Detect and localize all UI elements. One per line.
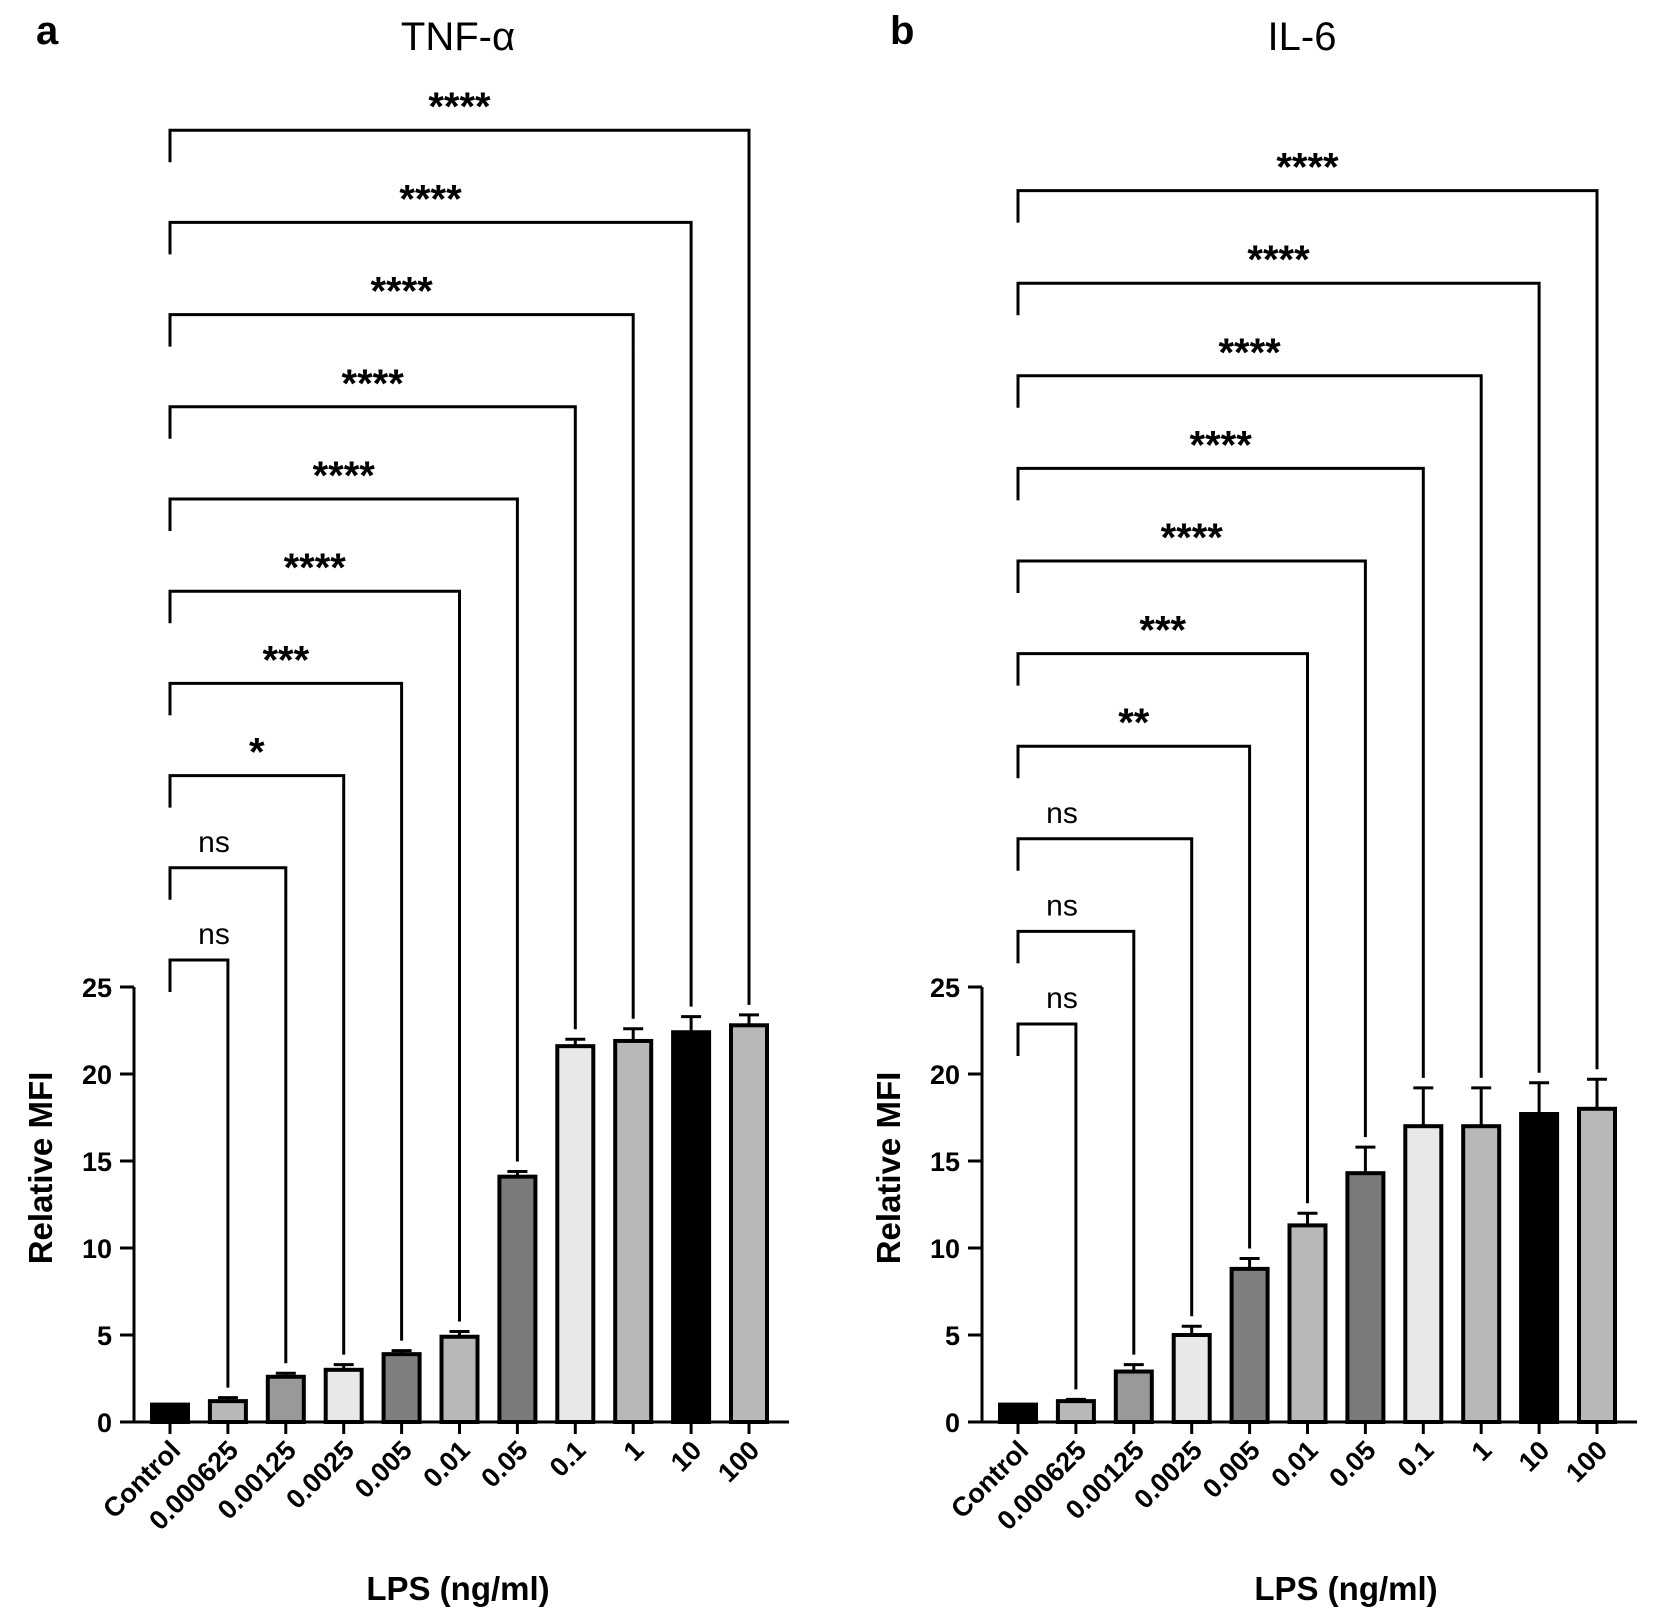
bar bbox=[1461, 1124, 1502, 1424]
bar bbox=[729, 1023, 769, 1425]
x-tick-label: 0.05 bbox=[1323, 1435, 1381, 1493]
significance-label: **** bbox=[399, 177, 462, 221]
bar bbox=[1519, 1112, 1560, 1425]
bar bbox=[1403, 1124, 1444, 1424]
bar bbox=[1055, 1399, 1096, 1424]
x-tick-label: 0.01 bbox=[1265, 1435, 1323, 1493]
significance-bracket bbox=[1016, 374, 1483, 1078]
y-tick-label: 5 bbox=[97, 1321, 112, 1351]
significance-bracket bbox=[168, 774, 346, 1355]
panel-letter: a bbox=[36, 9, 59, 53]
bar bbox=[1113, 1369, 1154, 1425]
y-tick-label: 15 bbox=[82, 1147, 112, 1177]
y-tick-label: 0 bbox=[97, 1408, 112, 1438]
y-tick-label: 15 bbox=[930, 1147, 960, 1177]
bar bbox=[207, 1399, 248, 1424]
significance-bracket bbox=[168, 220, 693, 1007]
y-tick-label: 25 bbox=[930, 973, 960, 1003]
x-axis-label: LPS (ng/ml) bbox=[366, 1570, 549, 1607]
panel-letter: b bbox=[890, 9, 914, 53]
significance-label: **** bbox=[370, 270, 433, 314]
y-tick-label: 25 bbox=[82, 973, 112, 1003]
significance-bracket bbox=[1016, 559, 1367, 1138]
y-tick-label: 20 bbox=[82, 1060, 112, 1090]
y-axis-label: Relative MFI bbox=[870, 1072, 907, 1265]
bar bbox=[613, 1038, 654, 1424]
x-tick-label: 0.1 bbox=[544, 1435, 592, 1483]
significance-label: ** bbox=[1118, 701, 1150, 745]
y-tick-label: 5 bbox=[945, 1321, 960, 1351]
x-tick-label: 0.005 bbox=[1197, 1435, 1266, 1504]
significance-label: **** bbox=[1161, 516, 1224, 560]
significance-bracket bbox=[168, 313, 635, 1019]
significance-label: * bbox=[249, 731, 265, 775]
significance-label: **** bbox=[428, 85, 491, 129]
bar bbox=[265, 1374, 306, 1425]
bar bbox=[1171, 1333, 1212, 1424]
bar bbox=[555, 1044, 596, 1425]
x-tick-label: 1 bbox=[1466, 1435, 1498, 1467]
significance-bracket bbox=[1016, 466, 1425, 1078]
x-tick-label: 0.005 bbox=[349, 1435, 418, 1504]
significance-label: ns bbox=[1046, 982, 1078, 1015]
significance-bracket bbox=[1016, 652, 1309, 1204]
significance-bracket bbox=[168, 866, 288, 1364]
y-tick-label: 20 bbox=[930, 1060, 960, 1090]
x-tick-label: 0.01 bbox=[417, 1435, 475, 1493]
significance-bracket bbox=[168, 589, 461, 1322]
significance-bracket bbox=[1016, 929, 1136, 1355]
significance-bracket bbox=[1016, 1022, 1078, 1390]
bar bbox=[150, 1402, 190, 1424]
significance-bracket bbox=[1016, 744, 1252, 1249]
bar bbox=[323, 1367, 364, 1425]
y-tick-label: 0 bbox=[945, 1408, 960, 1438]
x-tick-label: 0.1 bbox=[1392, 1435, 1440, 1483]
significance-label: ns bbox=[198, 826, 230, 859]
significance-label: **** bbox=[1276, 146, 1339, 190]
significance-label: **** bbox=[313, 454, 376, 498]
x-tick-label: 0.05 bbox=[475, 1435, 533, 1493]
y-tick-label: 10 bbox=[930, 1234, 960, 1264]
significance-bracket bbox=[1016, 281, 1541, 1073]
y-tick-label: 10 bbox=[82, 1234, 112, 1264]
significance-bracket bbox=[168, 128, 751, 1005]
significance-label: **** bbox=[1218, 331, 1281, 375]
significance-label: *** bbox=[1139, 609, 1186, 653]
significance-label: **** bbox=[284, 546, 347, 590]
bar bbox=[497, 1174, 538, 1425]
x-axis-label: LPS (ng/ml) bbox=[1254, 1570, 1437, 1607]
bar bbox=[671, 1030, 712, 1424]
bar bbox=[1577, 1106, 1617, 1425]
significance-label: **** bbox=[1190, 423, 1253, 467]
bar bbox=[1229, 1266, 1270, 1424]
significance-label: **** bbox=[1247, 238, 1310, 282]
bar bbox=[998, 1402, 1038, 1424]
x-tick-label: 10 bbox=[665, 1435, 707, 1477]
significance-label: ns bbox=[198, 918, 230, 951]
significance-bracket bbox=[168, 405, 577, 1030]
chart-title: IL-6 bbox=[1268, 15, 1337, 59]
significance-bracket bbox=[1016, 189, 1599, 1070]
significance-bracket bbox=[1016, 837, 1194, 1317]
x-tick-label: 10 bbox=[1513, 1435, 1555, 1477]
x-tick-label: 1 bbox=[618, 1435, 650, 1467]
x-tick-label: 100 bbox=[712, 1435, 765, 1488]
significance-label: **** bbox=[342, 362, 405, 406]
y-axis-label: Relative MFI bbox=[22, 1072, 59, 1265]
significance-label: ns bbox=[1046, 889, 1078, 922]
chart-title: TNF-α bbox=[401, 15, 515, 59]
significance-bracket bbox=[168, 681, 404, 1341]
bar bbox=[1345, 1171, 1386, 1425]
x-tick-label: 100 bbox=[1560, 1435, 1613, 1488]
significance-label: *** bbox=[262, 638, 309, 682]
bar bbox=[381, 1352, 422, 1425]
bar bbox=[1287, 1223, 1328, 1424]
significance-bracket bbox=[168, 497, 519, 1162]
bar bbox=[439, 1334, 480, 1424]
significance-label: ns bbox=[1046, 797, 1078, 830]
significance-bracket bbox=[168, 958, 230, 1388]
